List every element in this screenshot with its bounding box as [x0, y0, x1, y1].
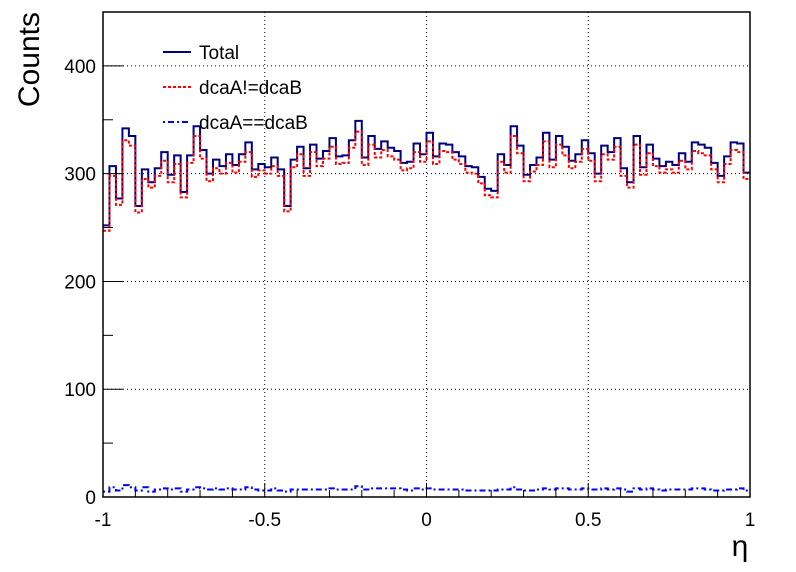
x-tick-label: -1 [95, 510, 112, 531]
series-line-dcaa-dcab [103, 484, 750, 493]
y-tick-label: 300 [64, 165, 96, 186]
y-tick-label: 400 [64, 57, 96, 78]
x-tick-label: -0.5 [248, 510, 281, 531]
legend-label: dcaA==dcaB [199, 113, 308, 134]
y-axis-label: Counts [13, 12, 46, 107]
y-tick-label: 200 [64, 272, 96, 293]
y-tick-label: 0 [85, 488, 96, 509]
x-tick-label: 0 [421, 510, 432, 531]
grid-lines [103, 12, 750, 497]
legend: Total dcaA!=dcaB dcaA==dcaB [163, 43, 308, 134]
x-tick-label: 0.5 [575, 510, 601, 531]
series-layer [103, 119, 750, 493]
legend-label: dcaA!=dcaB [199, 78, 302, 99]
x-tick-label: 1 [745, 510, 756, 531]
legend-label: Total [199, 43, 239, 64]
x-axis-label: η [732, 530, 749, 563]
axis-ticks [102, 11, 751, 498]
series-line-dcaa-dcab [103, 130, 750, 232]
y-tick-label: 100 [64, 380, 96, 401]
axis-tick-labels: -1 -0.5 0 0.5 1 0 100 200 300 400 [64, 57, 755, 531]
